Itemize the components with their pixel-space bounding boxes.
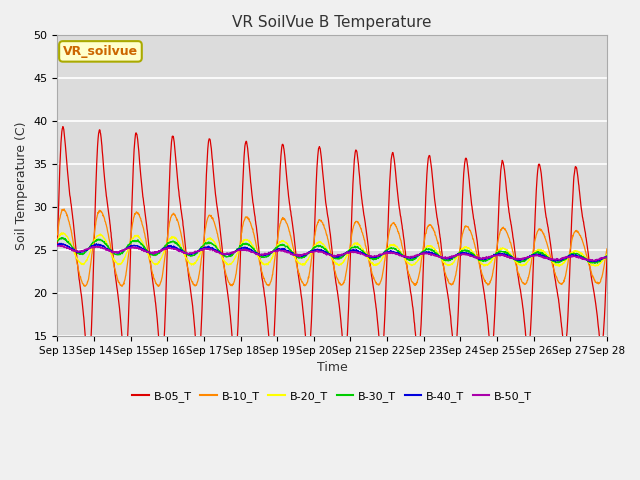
Title: VR SoilVue B Temperature: VR SoilVue B Temperature: [232, 15, 432, 30]
Y-axis label: Soil Temperature (C): Soil Temperature (C): [15, 121, 28, 250]
Legend: B-05_T, B-10_T, B-20_T, B-30_T, B-40_T, B-50_T: B-05_T, B-10_T, B-20_T, B-30_T, B-40_T, …: [128, 387, 536, 407]
X-axis label: Time: Time: [317, 361, 348, 374]
Text: VR_soilvue: VR_soilvue: [63, 45, 138, 58]
